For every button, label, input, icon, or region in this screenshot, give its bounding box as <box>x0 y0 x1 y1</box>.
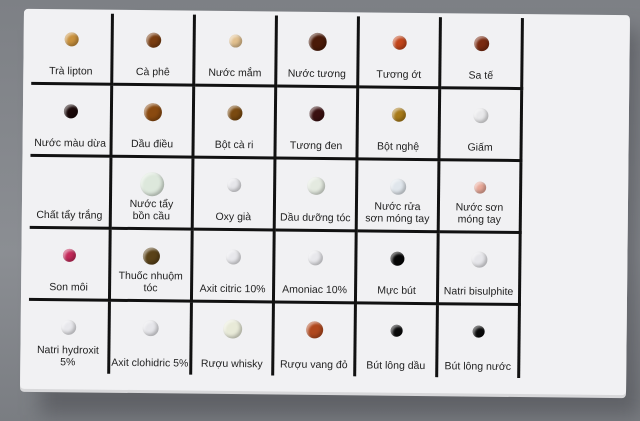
sample-cell: Amoniac 10% <box>274 231 358 305</box>
sample-label: Bột cà ri <box>214 138 254 152</box>
sample-cell: Nước rửa sơn móng tay <box>357 160 441 234</box>
sample-label: Rượu vang đỏ <box>279 358 348 372</box>
sample-cell: Bột nghệ <box>358 88 442 162</box>
sample-cell: Bút lông dầu <box>356 304 439 378</box>
sample-cell: Nước sơn móng tay <box>439 161 523 235</box>
stain-drop <box>472 108 488 124</box>
sample-grid: Trà lipton Cà phê Nước mắm Nước tương Tương … <box>28 12 524 379</box>
stain-drop <box>470 251 487 268</box>
sample-label: Tương đen <box>289 139 343 153</box>
sample-label: Son môi <box>49 281 88 294</box>
stain-drop <box>389 178 406 195</box>
sample-label: Dầu dưỡng tóc <box>279 211 351 225</box>
sample-cell: Mực bút <box>356 232 440 306</box>
sample-label: Mực bút <box>377 284 416 297</box>
stain-drop <box>307 250 323 266</box>
sample-label: Giấm <box>467 141 493 154</box>
sample-cell: Natri bisulphite <box>438 233 522 307</box>
stain-drop <box>64 32 79 47</box>
sample-label: Nước sơn móng tay <box>455 201 504 226</box>
stain-drop <box>139 172 164 197</box>
stain-drop <box>473 181 486 194</box>
sample-cell: Tương ớt <box>359 16 442 90</box>
stain-drop <box>222 319 242 339</box>
sample-cell: Nước tương <box>277 15 360 89</box>
sample-label: Cà phê <box>135 66 170 79</box>
sample-cell: Tương đen <box>276 87 360 161</box>
stain-test-board: Trà lipton Cà phê Nước mắm Nước tương Tương … <box>20 8 630 396</box>
sample-label: Amoniac 10% <box>282 283 348 297</box>
stain-drop <box>225 249 241 265</box>
stain-drop <box>306 176 325 195</box>
sample-cell: Oxy già <box>193 158 277 232</box>
sample-cell: Cà phê <box>113 13 196 87</box>
stain-drop <box>308 32 327 52</box>
sample-label: Nước tẩy bồn cầu <box>129 197 174 223</box>
stain-drop <box>473 36 489 52</box>
stain-drop <box>392 35 407 50</box>
sample-cell: Bột cà ri <box>194 86 278 160</box>
sample-label: Nước tương <box>287 67 346 81</box>
sample-label: Nước màu dừa <box>34 136 107 150</box>
stain-drop <box>62 248 76 262</box>
stain-drop <box>389 251 404 266</box>
sample-label: Bút lông nước <box>444 360 512 373</box>
sample-label: Nước rửa sơn móng tay <box>365 200 430 226</box>
stain-drop <box>390 324 403 337</box>
sample-label: Tương ớt <box>376 68 422 82</box>
stain-drop <box>60 319 76 335</box>
sample-label: Dầu điều <box>131 137 174 151</box>
stain-drop <box>305 321 323 339</box>
stain-drop <box>142 247 160 265</box>
sample-label: Natri bisulphite <box>443 285 514 298</box>
sample-label: Chất tẩy trắng <box>36 208 103 222</box>
sample-label: Trà lipton <box>49 65 93 78</box>
stain-drop <box>63 104 78 119</box>
stain-drop <box>226 177 241 193</box>
stain-drop <box>391 107 406 122</box>
sample-cell: Trà lipton <box>31 12 114 86</box>
sample-cell: Thuốc nhuộm tóc <box>110 229 194 303</box>
stain-drop <box>308 106 325 122</box>
sample-label: Oxy già <box>215 210 252 224</box>
sample-label: Natri hydroxit 5% <box>36 343 99 369</box>
sample-cell: Rượu whisky <box>192 302 275 376</box>
sample-label: Nước mắm <box>208 66 262 80</box>
sample-cell: Dầu điều <box>112 85 196 159</box>
stain-drop <box>472 325 485 338</box>
sample-cell: Sa tế <box>441 17 524 91</box>
sample-cell: Rượu vang đỏ <box>274 303 357 377</box>
stain-drop <box>226 105 243 121</box>
sample-cell: Son môi <box>28 228 112 302</box>
sample-cell: Nước màu dừa <box>30 84 114 158</box>
sample-label: Bút lông dầu <box>366 359 426 373</box>
sample-cell: Giấm <box>440 89 524 163</box>
stain-drop <box>142 320 159 337</box>
sample-cell: Natri hydroxit 5% <box>28 300 111 374</box>
sample-cell: Nước mắm <box>195 14 278 88</box>
sample-label: Thuốc nhuộm tóc <box>118 269 183 295</box>
stain-drop <box>228 34 242 48</box>
sample-label: Rượu whisky <box>200 357 263 371</box>
sample-cell: Nước tẩy bồn cầu <box>111 157 195 231</box>
sample-label: Sa tế <box>468 69 494 82</box>
sample-cell: Bút lông nước <box>438 305 521 379</box>
sample-cell: Axit clohidric 5% <box>110 301 193 375</box>
sample-label: Bột nghệ <box>376 140 420 153</box>
sample-label: Axit citric 10% <box>199 282 266 296</box>
sample-cell: Axit citric 10% <box>192 230 276 304</box>
sample-cell: Dầu dưỡng tóc <box>275 159 359 233</box>
stain-drop <box>143 103 162 122</box>
stain-drop <box>145 32 161 48</box>
sample-label: Axit clohidric 5% <box>111 356 189 370</box>
sample-cell: Chất tẩy trắng <box>29 156 113 230</box>
